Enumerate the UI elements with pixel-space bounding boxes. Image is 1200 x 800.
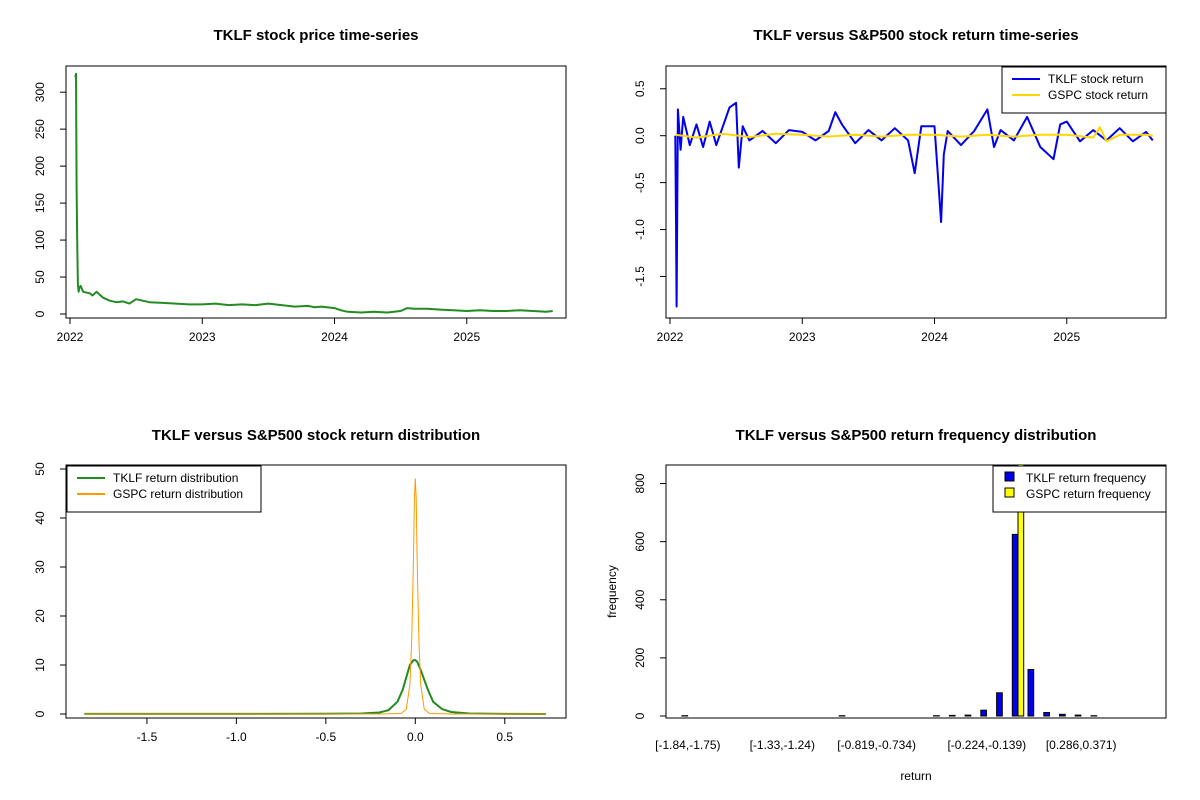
y-tick-label: -1.0 xyxy=(633,219,647,240)
series-line-1 xyxy=(74,72,553,314)
x-axis: -1.5 -1.0 -0.5 0.0 0.5 xyxy=(137,717,513,744)
legend-box xyxy=(66,465,262,513)
legend-swatch xyxy=(1004,471,1015,482)
x-tick-label: 2023 xyxy=(189,330,216,344)
y-tick-label: 0 xyxy=(33,710,47,717)
return-frequency-chart: TKLF versus S&P500 return frequency dist… xyxy=(605,427,1167,783)
bars xyxy=(681,465,1098,717)
x-axis-label: return xyxy=(900,769,931,783)
y-tick-label: 400 xyxy=(633,589,647,609)
legend-label: TKLF stock return xyxy=(1048,72,1143,86)
chart-title: TKLF versus S&P500 stock return distribu… xyxy=(152,427,480,444)
bar-tklf xyxy=(964,714,972,717)
price-chart: TKLF stock price time-series 2022 2023 2024… xyxy=(33,27,567,344)
y-axis: -1.5 -1.0 -0.5 0.0 0.5 xyxy=(633,80,667,287)
y-tick-label: 20 xyxy=(33,609,47,623)
y-tick-label: 100 xyxy=(33,230,47,250)
legend: TKLF stock return GSPC stock return xyxy=(1001,66,1167,114)
bar-tklf xyxy=(996,692,1003,717)
x-tick-label: [-0.819,-0.734) xyxy=(837,738,916,752)
y-tick-label: 150 xyxy=(33,193,47,213)
bar-tklf xyxy=(1043,712,1051,717)
legend-swatch xyxy=(1004,487,1015,498)
x-axis: 2022 2023 2024 2025 xyxy=(657,317,1080,344)
chart-title: TKLF versus S&P500 stock return time-ser… xyxy=(753,27,1078,44)
y-axis: 0 10 20 30 40 50 xyxy=(33,462,67,717)
x-tick-label: 2024 xyxy=(921,330,948,344)
y-tick-label: 30 xyxy=(33,560,47,574)
chart-title: TKLF stock price time-series xyxy=(213,27,418,44)
x-tick-label: 2023 xyxy=(789,330,816,344)
x-tick-label: 2024 xyxy=(321,330,348,344)
legend-label: GSPC stock return xyxy=(1048,88,1148,102)
series-line-1 xyxy=(84,659,546,715)
legend-box xyxy=(992,465,1167,513)
x-tick-label: [-1.84,-1.75) xyxy=(655,738,720,752)
bar-gspc xyxy=(1017,465,1025,717)
y-tick-label: 200 xyxy=(33,156,47,176)
y-tick-label: 40 xyxy=(33,511,47,525)
y-tick-label: 0.0 xyxy=(633,127,647,144)
x-tick-label: [-1.33,-1.24) xyxy=(750,738,815,752)
bar-tklf xyxy=(1059,713,1066,717)
legend: TKLF return distribution GSPC return dist… xyxy=(66,465,262,513)
legend-box xyxy=(1001,66,1167,114)
return-distribution-chart: TKLF versus S&P500 stock return distribu… xyxy=(33,427,567,744)
y-tick-label: 250 xyxy=(33,119,47,139)
y-tick-label: 800 xyxy=(633,473,647,493)
x-axis: 2022 2023 2024 2025 xyxy=(57,317,480,344)
y-tick-label: 300 xyxy=(33,82,47,102)
plot-frame xyxy=(65,65,567,319)
bar-tklf xyxy=(1074,714,1082,717)
legend-label: TKLF return frequency xyxy=(1026,471,1146,485)
y-tick-label: 0.5 xyxy=(633,80,647,97)
bar-tklf xyxy=(1027,669,1035,717)
y-tick-label: 0 xyxy=(33,310,47,317)
x-tick-label: 0.5 xyxy=(496,730,513,744)
y-axis: 0 200 400 600 800 xyxy=(633,473,667,719)
y-tick-label: 600 xyxy=(633,531,647,551)
x-tick-label: -0.5 xyxy=(315,730,336,744)
x-tick-label: -1.5 xyxy=(137,730,158,744)
x-tick-label: [0.286,0.371) xyxy=(1046,738,1117,752)
x-tick-label: [-0.224,-0.139) xyxy=(947,738,1026,752)
x-tick-label: 2022 xyxy=(657,330,684,344)
legend-label: TKLF return distribution xyxy=(113,471,238,485)
return-timeseries-chart: TKLF versus S&P500 stock return time-ser… xyxy=(633,27,1167,344)
x-tick-label: 2025 xyxy=(453,330,480,344)
series-line-1 xyxy=(674,101,1154,308)
legend-label: GSPC return frequency xyxy=(1026,487,1151,501)
x-tick-label: 0.0 xyxy=(407,730,424,744)
x-tick-label: 2025 xyxy=(1053,330,1080,344)
legend: TKLF return frequency GSPC return frequen… xyxy=(992,465,1167,513)
y-tick-label: -1.5 xyxy=(633,266,647,287)
x-axis: [-1.84,-1.75) [-1.33,-1.24) [-0.819,-0.734… xyxy=(655,738,1116,752)
y-axis-label: frequency xyxy=(605,565,619,618)
y-tick-label: 10 xyxy=(33,658,47,672)
y-tick-label: 200 xyxy=(633,648,647,668)
y-tick-label: 50 xyxy=(33,270,47,284)
bar-tklf xyxy=(1011,533,1019,717)
x-tick-label: 2022 xyxy=(57,330,84,344)
chart-title: TKLF versus S&P500 return frequency dist… xyxy=(736,427,1097,444)
legend-label: GSPC return distribution xyxy=(113,487,243,501)
bar-tklf xyxy=(948,714,956,717)
y-axis: 0 50 100 150 200 250 300 xyxy=(33,82,67,317)
series-line-2 xyxy=(84,478,546,715)
x-tick-label: -1.0 xyxy=(226,730,247,744)
y-tick-label: 50 xyxy=(33,462,47,476)
y-tick-label: -0.5 xyxy=(633,172,647,193)
series-line-2 xyxy=(675,126,1153,143)
y-tick-label: 0 xyxy=(633,712,647,719)
bar-tklf xyxy=(980,709,987,717)
